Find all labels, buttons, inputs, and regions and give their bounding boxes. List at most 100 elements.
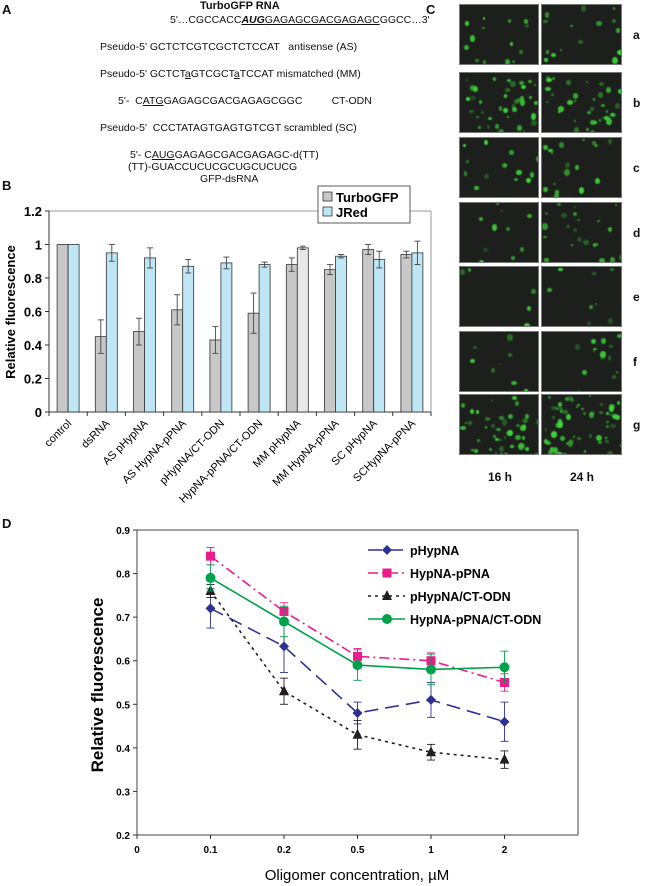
panel-label-c: C: [426, 2, 436, 17]
bar-jred: [296, 247, 309, 413]
y-tick-label: 0.9: [116, 526, 130, 537]
y-tick-label: 0.6: [24, 305, 42, 320]
y-tick-label: 0.8: [24, 271, 42, 286]
legend-label: TurboGFP: [336, 190, 399, 205]
sequence-segment: GTCGCT: [190, 68, 234, 80]
bar-jred: [220, 262, 233, 413]
data-point-phypna: [426, 694, 436, 705]
legend-marker: [382, 614, 392, 624]
sequence-segment: GAGAGCGACGAGAGCGGC CT-ODN: [163, 95, 372, 107]
bar-jred: [182, 265, 195, 413]
y-tick-label: 0.6: [116, 657, 130, 668]
micrograph-row-label: e: [633, 290, 640, 304]
x-tick-label: pHypNA/CT-ODN: [158, 418, 227, 487]
y-tick-label: 1: [35, 238, 42, 253]
micrograph-row-label: g: [633, 418, 641, 432]
legend-marker: [382, 590, 392, 600]
sequence-line: 5'- CATGGAGAGCGACGAGAGCGGC CT-ODN: [118, 95, 372, 107]
y-tick-label: 0.2: [24, 372, 42, 387]
sequence-segment: Pseudo-5' GCTCT: [100, 68, 185, 80]
sequence-segment: Pseudo-5' CCCTATAGTGAGTGTCGT scrambled (…: [100, 122, 357, 134]
bar-jred: [373, 259, 386, 413]
y-tick-label: 0: [35, 405, 42, 420]
data-point-hypna-ppna: [206, 551, 215, 561]
micrograph-row-label: a: [633, 28, 640, 42]
micrograph-f-24h: [541, 331, 622, 392]
x-tick-label: 0: [134, 845, 140, 856]
sequence-line: Pseudo-5' GCTCTaGTCGCTaTCCAT mismatched …: [100, 68, 361, 80]
series-line-phypna-ct-odn: [209, 590, 505, 761]
legend-label: JRed: [336, 205, 368, 220]
bar-jred: [105, 252, 118, 413]
data-point-hypna-ppna-ct-odn: [279, 616, 289, 627]
data-point-hypna-ppna-ct-odn: [426, 664, 436, 675]
x-tick-label: 0.5: [351, 845, 365, 856]
sequence-segment: TCCAT mismatched (MM): [239, 68, 361, 80]
data-point-phypna-ct-odn: [499, 753, 510, 764]
micrograph-g-16h: [459, 394, 539, 455]
sequence-line: 5'- CAUGGAGAGCGACGAGAGC-d(TT): [130, 149, 319, 161]
micrograph-b-16h: [459, 72, 539, 133]
data-point-phypna-ct-odn: [426, 746, 436, 757]
bar-turbogfp: [56, 244, 69, 413]
y-tick-label: 0.4: [116, 744, 130, 755]
x-tick-label: control: [42, 418, 74, 450]
bar-jred: [411, 252, 424, 413]
legend-swatch: [322, 206, 333, 217]
micrograph-a-16h: [459, 4, 539, 65]
sequence-segment: GFP-dsRNA: [200, 173, 259, 185]
y-axis-label: Relative fluorescence: [88, 598, 107, 773]
sequence-segment: a: [233, 68, 240, 80]
data-point-phypna: [205, 603, 216, 614]
bar-turbogfp: [285, 264, 298, 413]
sequence-segment: GAGAGCGACGAGAGC: [264, 14, 380, 26]
x-tick-label: AS HypNA-pPNA: [120, 417, 189, 486]
sequence-segment: 5'…CGCCACC: [170, 14, 242, 26]
panel-label-d: D: [2, 516, 12, 531]
y-tick-label: 1.2: [24, 204, 42, 219]
bar-turbogfp: [324, 269, 336, 413]
bar-turbogfp: [400, 254, 413, 413]
micrograph-d-16h: [459, 202, 539, 263]
y-tick-label: 0.4: [24, 338, 43, 353]
micrograph-row-label: f: [633, 355, 637, 369]
y-tick-label: 0.3: [116, 787, 130, 798]
legend-swatch: [322, 191, 333, 202]
data-point-phypna: [352, 708, 363, 718]
x-tick-label: 1: [428, 845, 434, 856]
y-tick-label: 0.2: [116, 831, 130, 842]
sequence-line: Pseudo-5' GCTCTCGTCGCTCTCCAT antisense (…: [100, 41, 357, 53]
sequence-segment: ATG: [142, 95, 164, 107]
micrograph-g-24h: [541, 394, 622, 455]
x-tick-label: 2: [502, 845, 508, 856]
data-point-hypna-ppna-ct-odn: [499, 662, 510, 673]
sequence-line: GFP-dsRNA: [200, 173, 258, 185]
legend-label: pHypNA/CT-ODN: [410, 590, 511, 604]
sequence-line: Pseudo-5' CCCTATAGTGAGTGTCGT scrambled (…: [100, 122, 357, 134]
micrograph-column-label: 24 h: [570, 470, 595, 484]
data-point-phypna: [279, 641, 289, 652]
sequence-segment: GAGAGCGACGAGAGC-d(TT): [174, 149, 319, 161]
panel-label-a: A: [2, 2, 12, 17]
micrograph-c-16h: [459, 137, 539, 198]
micrograph-column-label: 16 h: [488, 470, 513, 484]
micrograph-d-24h: [541, 202, 622, 263]
sequence-title: TurboGFP RNA: [200, 0, 280, 12]
x-tick-label: dsRNA: [79, 417, 113, 451]
micrograph-a-24h: [541, 4, 622, 65]
micrograph-row-label: b: [633, 96, 641, 110]
sequence-line: 5'…CGCCACCAUGGAGAGCGACGAGAGCGGCC…3': [170, 14, 430, 26]
bar-jred: [258, 264, 271, 413]
sequence-segment: 5'- C: [130, 149, 152, 161]
data-point-phypna: [499, 716, 510, 727]
sequence-segment: (TT)-GUACCUCUCGCUGCUCUCG: [128, 161, 298, 173]
micrograph-e-16h: [459, 266, 539, 327]
sequence-segment: AUG: [241, 14, 265, 26]
sequence-segment: Pseudo-5' GCTCTCGTCGCTCTCCAT antisense (…: [100, 41, 358, 53]
data-point-hypna-ppna-ct-odn: [352, 660, 363, 671]
x-axis-label: Oligomer concentration, µM: [265, 867, 450, 884]
x-tick-label: MM HypNA-pPNA: [270, 417, 342, 489]
sequence-line: (TT)-GUACCUCUCGCUGCUCUCG: [128, 161, 297, 173]
legend-box: [317, 185, 411, 224]
